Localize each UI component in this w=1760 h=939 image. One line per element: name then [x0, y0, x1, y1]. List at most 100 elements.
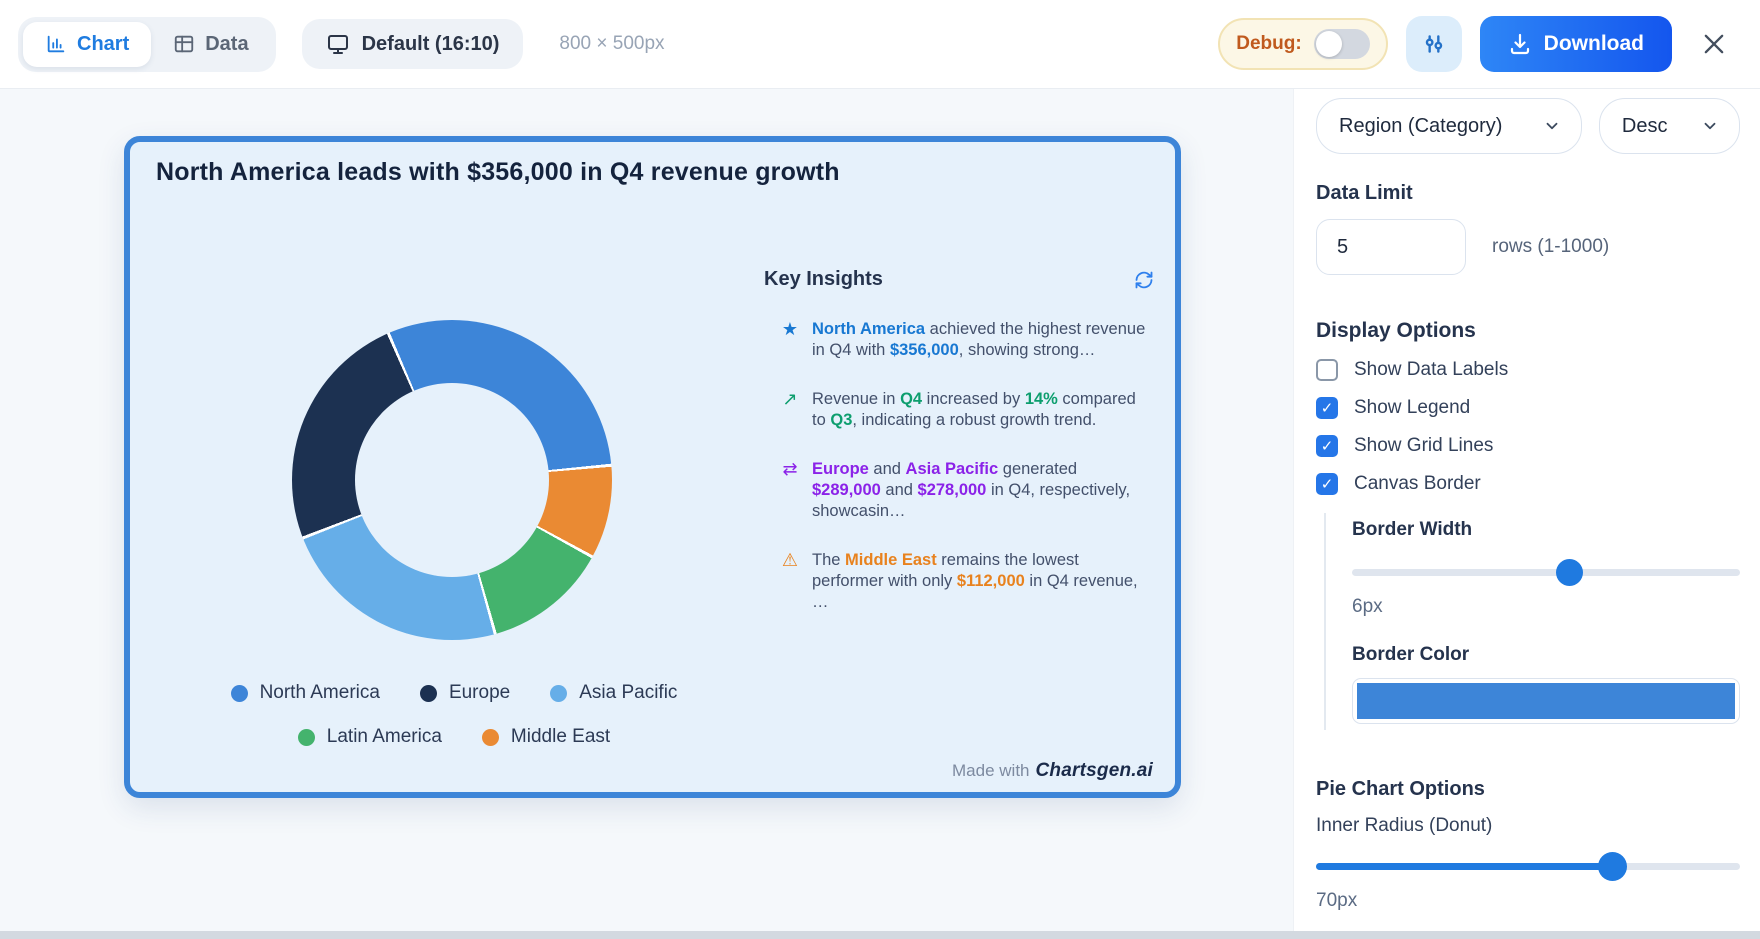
- border-color-label: Border Color: [1352, 644, 1470, 665]
- legend-label: North America: [259, 682, 380, 703]
- monitor-icon: [327, 35, 348, 54]
- key-insights-panel: Key Insights ★ North America achieved th…: [764, 268, 1168, 613]
- checkbox[interactable]: ✓: [1316, 359, 1338, 381]
- insight-text: Europe and Asia Pacific generated $289,0…: [812, 460, 1131, 520]
- checkbox-label: Show Grid Lines: [1354, 435, 1494, 456]
- inner-radius-value: 70px: [1316, 890, 1358, 911]
- star-icon: ★: [781, 319, 799, 340]
- chevron-down-icon: [1704, 122, 1716, 130]
- border-width-value: 6px: [1352, 596, 1383, 617]
- chart-legend: North America Europe Asia Pacific Latin …: [130, 682, 778, 770]
- close-button[interactable]: [1700, 30, 1728, 58]
- canvas-border-settings: Border Width 6px Border Color: [1324, 513, 1740, 730]
- border-width-slider-thumb[interactable]: [1555, 559, 1583, 586]
- debug-toggle-knob: [1315, 31, 1342, 57]
- border-width-label: Border Width: [1352, 519, 1473, 540]
- inner-radius-label: Inner Radius (Donut): [1316, 815, 1493, 836]
- insight-item: ★ North America achieved the highest rev…: [764, 319, 1168, 361]
- checkbox-show-grid-lines[interactable]: ✓ Show Grid Lines: [1316, 435, 1740, 457]
- download-icon: [1510, 33, 1529, 55]
- legend-label: Middle East: [510, 726, 611, 747]
- debug-control: Debug:: [1218, 18, 1388, 70]
- check-icon: ✓: [1320, 474, 1334, 493]
- chart-preview-area: North America leads with $356,000 in Q4 …: [0, 89, 1293, 931]
- download-button[interactable]: Download: [1479, 16, 1672, 72]
- aspect-preset-button[interactable]: Default (16:10): [301, 19, 524, 69]
- check-icon: ✓: [1320, 436, 1334, 455]
- checkbox-canvas-border[interactable]: ✓ Canvas Border: [1316, 473, 1740, 495]
- sliders-icon: [1425, 35, 1442, 53]
- legend-swatch: [297, 728, 315, 746]
- chevron-down-icon: [1546, 122, 1558, 130]
- inner-radius-slider[interactable]: [1316, 852, 1740, 881]
- legend-label: Latin America: [326, 726, 442, 747]
- border-color-swatch: [1357, 683, 1735, 719]
- sort-order-value: Desc: [1621, 114, 1668, 137]
- checkbox[interactable]: ✓: [1316, 435, 1338, 457]
- download-label: Download: [1543, 32, 1644, 55]
- legend-item: Latin America: [297, 726, 442, 748]
- toolbar: Chart Data Default (16:10) 800 × 500px D…: [0, 0, 1760, 89]
- insight-text: North America achieved the highest reven…: [812, 320, 1146, 359]
- insight-item: ⚠ The Middle East remains the lowest per…: [764, 550, 1168, 613]
- legend-label: Asia Pacific: [579, 682, 678, 703]
- legend-swatch: [481, 728, 499, 746]
- checkbox-show-legend[interactable]: ✓ Show Legend: [1316, 397, 1740, 419]
- legend-label: Europe: [448, 682, 511, 703]
- bar-chart-icon: [47, 35, 65, 53]
- refresh-insights-button[interactable]: [1134, 270, 1154, 290]
- trend-up-icon: ↗: [782, 389, 798, 410]
- swap-arrows-icon: ⇄: [782, 459, 798, 480]
- view-switcher: Chart Data: [18, 16, 276, 72]
- pie-options-heading: Pie Chart Options: [1316, 778, 1485, 800]
- checkbox[interactable]: ✓: [1316, 473, 1338, 495]
- insight-item: ↗ Revenue in Q4 increased by 14% compare…: [764, 389, 1168, 431]
- legend-item: North America: [230, 682, 380, 704]
- warning-icon: ⚠: [781, 550, 799, 571]
- data-limit-hint: rows (1-1000): [1492, 236, 1610, 257]
- tab-chart-label: Chart: [77, 32, 130, 55]
- legend-item: Middle East: [481, 726, 611, 748]
- legend-item: Asia Pacific: [550, 682, 677, 704]
- canvas-size-label: 800 × 500px: [559, 33, 665, 54]
- legend-swatch: [419, 684, 437, 702]
- refresh-icon: [1135, 271, 1153, 288]
- debug-toggle[interactable]: [1313, 29, 1370, 59]
- legend-swatch: [230, 684, 248, 702]
- checkbox-label: Show Data Labels: [1354, 359, 1509, 380]
- sort-order-select[interactable]: Desc: [1598, 98, 1740, 154]
- tab-chart[interactable]: Chart: [23, 21, 152, 67]
- inner-radius-slider-fill: [1316, 863, 1613, 870]
- watermark: Made with Chartsgen.ai: [952, 760, 1153, 782]
- insight-text: Revenue in Q4 increased by 14% compared …: [812, 390, 1136, 429]
- checkbox[interactable]: ✓: [1316, 397, 1338, 419]
- window-bottom-edge: [0, 931, 1760, 939]
- display-options-heading: Display Options: [1316, 319, 1476, 342]
- debug-label: Debug:: [1236, 33, 1302, 54]
- inner-radius-slider-thumb[interactable]: [1598, 852, 1628, 881]
- category-select-value: Region (Category): [1339, 114, 1503, 137]
- checkbox-label: Show Legend: [1354, 397, 1471, 418]
- check-icon: ✓: [1320, 398, 1334, 417]
- close-icon: [1704, 34, 1724, 54]
- tab-data[interactable]: Data: [151, 22, 270, 67]
- settings-sidebar: Region (Category) Desc Data Limit rows (…: [1293, 89, 1760, 931]
- aspect-preset-label: Default (16:10): [361, 32, 500, 55]
- chart-canvas: North America leads with $356,000 in Q4 …: [124, 136, 1181, 798]
- category-select[interactable]: Region (Category): [1316, 98, 1582, 154]
- data-limit-heading: Data Limit: [1316, 182, 1413, 204]
- checkbox-show-data-labels[interactable]: ✓ Show Data Labels: [1316, 359, 1740, 381]
- data-limit-input[interactable]: [1316, 219, 1466, 275]
- legend-item: Europe: [419, 682, 511, 704]
- insight-item: ⇄ Europe and Asia Pacific generated $289…: [764, 459, 1168, 522]
- chart-settings-button[interactable]: [1405, 16, 1462, 72]
- chart-title: North America leads with $356,000 in Q4 …: [156, 158, 840, 186]
- tab-data-label: Data: [205, 32, 249, 55]
- key-insights-title: Key Insights: [764, 268, 883, 290]
- border-color-picker[interactable]: [1352, 678, 1740, 724]
- watermark-prefix: Made with: [952, 761, 1030, 780]
- donut-chart: [292, 320, 612, 640]
- border-width-slider[interactable]: [1352, 559, 1740, 586]
- legend-swatch: [550, 684, 568, 702]
- checkbox-label: Canvas Border: [1354, 473, 1481, 494]
